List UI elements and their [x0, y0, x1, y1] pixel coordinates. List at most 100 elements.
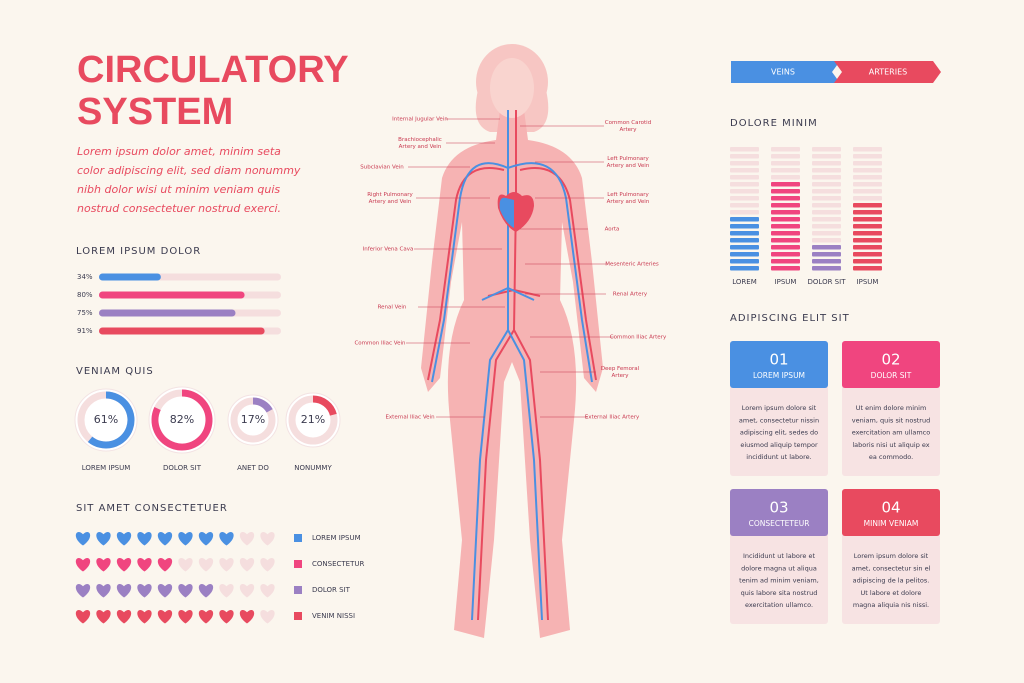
heart-filled [75, 557, 91, 572]
stripe-empty [812, 231, 841, 236]
heart-filled [219, 531, 234, 546]
card-number: 04 [881, 499, 900, 517]
card-text: Lorem ipsum dolore sit [742, 404, 817, 412]
body-label: Aorta [605, 227, 620, 233]
heart-filled [75, 531, 91, 546]
stripe-filled [812, 266, 841, 271]
main-title: SYSTEM [77, 91, 233, 133]
stripe-empty [812, 203, 841, 208]
stripe-empty [730, 161, 759, 166]
stripe-filled [771, 238, 800, 243]
donut-arc [312, 395, 337, 416]
card-text: Ut enim dolore minim [856, 404, 927, 412]
intro-text: Lorem ipsum dolor amet, minim seta [77, 145, 281, 158]
heart-filled [116, 583, 132, 598]
heart-filled [239, 609, 255, 624]
heart-filled [96, 531, 111, 546]
stripe-empty [853, 189, 882, 194]
donut-arc [87, 391, 135, 449]
card-header [730, 341, 828, 388]
stripe-empty [730, 147, 759, 152]
stripe-empty [730, 154, 759, 159]
card-text: eiusmod aliquip tempor [740, 441, 818, 449]
card-text: Incididunt ut labore et [743, 552, 816, 560]
section-title: VENIAM QUIS [76, 366, 154, 377]
stripe-filled [812, 259, 841, 264]
stripe-empty [771, 175, 800, 180]
body-label: Renal Vein [378, 305, 407, 311]
body-label: Common Iliac Vein [354, 341, 406, 347]
card-text: Ut labore et dolore [861, 589, 922, 597]
stripe-label: IPSUM [775, 278, 797, 286]
heart-empty [260, 531, 275, 546]
legend-veins: VEINS [771, 68, 795, 77]
value-label: 80% [77, 291, 93, 299]
donut-label: LOREM IPSUM [82, 464, 131, 472]
heart-filled [116, 609, 132, 624]
body-label: Left Pulmonary [607, 192, 649, 198]
section-title: ADIPISCING ELIT SIT [730, 313, 850, 324]
card-text: adipiscing de la pelitos. [853, 577, 930, 585]
stripe-empty [812, 182, 841, 187]
stripe-label: DOLOR SIT [808, 278, 847, 286]
body-label: Mesenteric Arteries [605, 262, 659, 268]
stripe-empty [812, 154, 841, 159]
legend-swatch [294, 560, 302, 568]
heart-filled [198, 583, 214, 598]
main-title: CIRCULATORY [77, 49, 349, 91]
stripe-label: IPSUM [857, 278, 879, 286]
legend-arteries: ARTERIES [869, 68, 907, 77]
card-text: tenim ad minim veniam, [739, 577, 819, 585]
stripe-filled [771, 196, 800, 201]
heart-empty [219, 583, 234, 598]
heart-filled [116, 557, 132, 572]
stripe-label: LOREM [732, 278, 757, 286]
stripe-empty [853, 168, 882, 173]
donut-arc [252, 397, 273, 413]
card-text: exercitation ullamco. [745, 601, 813, 609]
body-label: Deep Femoral [601, 366, 640, 372]
stripe-filled [730, 231, 759, 236]
intro-text: nostrud consectetuer nostrud exerci. [77, 202, 281, 215]
body-label: Artery and Vein [607, 199, 650, 205]
stripe-filled [730, 224, 759, 229]
stripe-filled [853, 224, 882, 229]
body-label: Artery and Vein [607, 163, 650, 169]
stripe-filled [771, 217, 800, 222]
stripe-filled [771, 266, 800, 271]
body-label: Brachiocephalic [398, 137, 442, 143]
stripe-filled [730, 266, 759, 271]
stripe-empty [771, 161, 800, 166]
stripe-filled [730, 238, 759, 243]
body-label: Common Carotid [605, 120, 651, 126]
card-text: incididunt ut labore. [746, 453, 811, 461]
stripe-empty [771, 154, 800, 159]
card-text: adipiscing elit, sedes do [740, 429, 818, 437]
stripe-empty [812, 161, 841, 166]
card-title: LOREM IPSUM [753, 371, 805, 380]
stripe-filled [853, 210, 882, 215]
card-header [842, 341, 940, 388]
stripe-filled [771, 210, 800, 215]
heart-filled [96, 609, 111, 624]
heart-filled [219, 609, 234, 624]
stripe-empty [853, 196, 882, 201]
heart-filled [157, 609, 173, 624]
intro-text: nibh dolor wisi ut minim veniam quis [77, 183, 280, 196]
stripe-empty [853, 147, 882, 152]
card-number: 02 [881, 351, 900, 369]
stripe-empty [812, 175, 841, 180]
body-label: Renal Artery [613, 292, 648, 298]
card-text: laboris nisi ut aliquip ex [852, 441, 929, 449]
donut-label: NONUMMY [294, 464, 332, 472]
heart-filled [137, 531, 152, 546]
stripe-filled [853, 252, 882, 257]
card-text: amet, consectetur sin el [852, 564, 931, 572]
donut-label: ANET DO [237, 464, 269, 472]
stripe-empty [771, 168, 800, 173]
stripe-filled [771, 203, 800, 208]
stripe-filled [730, 252, 759, 257]
legend-label: LOREM IPSUM [312, 534, 361, 542]
body-label: Common Iliac Artery [610, 335, 667, 341]
stripe-filled [853, 266, 882, 271]
